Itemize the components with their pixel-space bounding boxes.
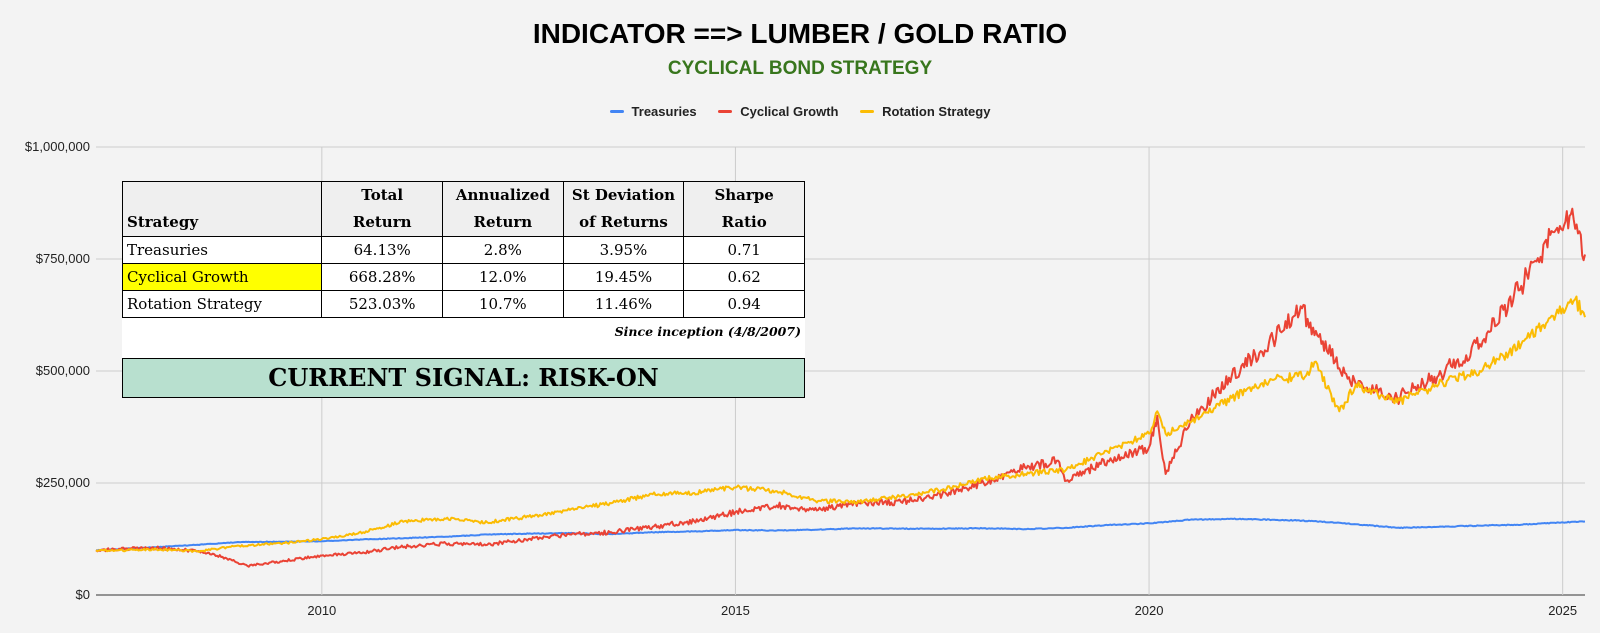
legend-item-rotation-strategy[interactable]: Rotation Strategy	[860, 104, 990, 119]
legend-swatch-cyclical-growth	[718, 110, 733, 113]
x-tick-label: 2010	[307, 603, 336, 618]
spacer	[122, 346, 805, 358]
cell-annualized: 10.7%	[442, 290, 564, 318]
table-row: Rotation Strategy 523.03% 10.7% 11.46% 0…	[121, 290, 805, 318]
stats-header-row: Strategy Total Return Annualized Return St…	[121, 181, 805, 237]
legend-swatch-treasuries	[609, 110, 624, 113]
row-name: Rotation Strategy	[121, 290, 323, 318]
y-tick-label: $500,000	[36, 363, 90, 378]
header-annualized-return: Annualized Return	[442, 181, 564, 237]
cell-total-return: 64.13%	[321, 236, 444, 264]
table-row: Cyclical Growth 668.28% 12.0% 19.45% 0.6…	[121, 263, 805, 291]
stats-table: Strategy Total Return Annualized Return St…	[121, 181, 805, 318]
table-row: Treasuries 64.13% 2.8% 3.95% 0.71	[121, 236, 805, 264]
cell-stdev: 11.46%	[562, 290, 685, 318]
current-signal-banner: CURRENT SIGNAL: RISK-ON	[122, 358, 805, 398]
header-sharpe-ratio: Sharpe Ratio	[683, 181, 805, 237]
y-tick-label: $250,000	[36, 475, 90, 490]
y-tick-label: $1,000,000	[25, 139, 90, 154]
chart-subtitle: CYCLICAL BOND STRATEGY	[667, 58, 933, 79]
inception-note: Since inception (4/8/2007)	[614, 324, 801, 339]
x-tick-label: 2025	[1548, 603, 1577, 618]
cell-total-return: 668.28%	[321, 263, 444, 291]
header-st-deviation: St Deviation of Returns	[562, 181, 685, 237]
cell-sharpe: 0.71	[683, 236, 805, 264]
cell-total-return: 523.03%	[321, 290, 444, 318]
cell-annualized: 12.0%	[442, 263, 564, 291]
row-name-highlighted: Cyclical Growth	[121, 263, 323, 291]
stats-panel: Strategy Total Return Annualized Return St…	[121, 181, 805, 398]
cell-sharpe: 0.94	[683, 290, 805, 318]
y-tick-label: $750,000	[36, 251, 90, 266]
x-axis-ticks: 2010 2015 2020 2025	[307, 603, 1577, 618]
series-line-rotation-strategy	[95, 295, 1586, 553]
y-axis-ticks: $0 $250,000 $500,000 $750,000 $1,000,000	[25, 139, 90, 602]
legend-label-treasuries: Treasuries	[631, 104, 697, 119]
row-name: Treasuries	[121, 236, 323, 264]
cell-stdev: 19.45%	[562, 263, 685, 291]
series-line-cyclical-growth	[95, 207, 1586, 568]
series-line-treasuries	[95, 517, 1586, 552]
series-lines	[95, 207, 1586, 568]
x-tick-label: 2020	[1135, 603, 1164, 618]
legend: Treasuries Cyclical Growth Rotation Stra…	[0, 101, 1600, 119]
legend-item-cyclical-growth[interactable]: Cyclical Growth	[718, 104, 838, 119]
legend-label-rotation-strategy: Rotation Strategy	[882, 104, 991, 119]
header-strategy: Strategy	[121, 181, 323, 237]
cell-annualized: 2.8%	[442, 236, 564, 264]
cell-stdev: 3.95%	[562, 236, 685, 264]
cell-sharpe: 0.62	[683, 263, 805, 291]
legend-swatch-rotation-strategy	[860, 110, 875, 113]
legend-item-treasuries[interactable]: Treasuries	[609, 104, 697, 119]
header-total-return: Total Return	[321, 181, 444, 237]
y-tick-label: $0	[76, 587, 90, 602]
legend-label-cyclical-growth: Cyclical Growth	[740, 104, 839, 119]
x-tick-label: 2015	[721, 603, 750, 618]
chart-title: INDICATOR ==> LUMBER / GOLD RATIO	[532, 18, 1068, 49]
